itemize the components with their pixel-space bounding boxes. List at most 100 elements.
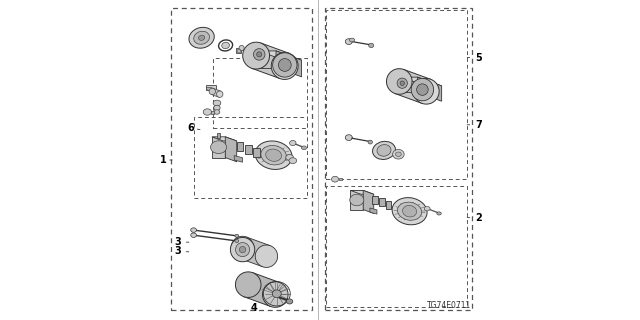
Bar xyxy=(339,178,342,180)
Ellipse shape xyxy=(235,239,239,243)
Ellipse shape xyxy=(262,282,288,307)
Polygon shape xyxy=(276,51,301,77)
Ellipse shape xyxy=(393,149,404,159)
Ellipse shape xyxy=(214,110,220,114)
Ellipse shape xyxy=(368,140,372,144)
Ellipse shape xyxy=(243,42,269,69)
Polygon shape xyxy=(364,190,374,213)
Ellipse shape xyxy=(214,105,220,110)
Ellipse shape xyxy=(235,234,239,237)
Ellipse shape xyxy=(255,141,292,169)
Ellipse shape xyxy=(266,149,282,161)
Polygon shape xyxy=(234,156,243,162)
Ellipse shape xyxy=(387,69,412,94)
Bar xyxy=(372,196,378,204)
Text: 5: 5 xyxy=(467,52,482,63)
Polygon shape xyxy=(402,77,418,92)
Bar xyxy=(237,49,240,52)
Ellipse shape xyxy=(372,141,396,159)
Bar xyxy=(385,201,392,209)
Ellipse shape xyxy=(349,38,355,42)
Bar xyxy=(253,148,260,157)
Ellipse shape xyxy=(222,42,229,49)
Ellipse shape xyxy=(349,194,364,206)
Ellipse shape xyxy=(301,146,307,150)
Ellipse shape xyxy=(271,52,298,79)
Polygon shape xyxy=(206,85,216,90)
Ellipse shape xyxy=(194,31,209,44)
Ellipse shape xyxy=(346,135,352,140)
Text: 2: 2 xyxy=(467,212,482,223)
Ellipse shape xyxy=(239,45,244,51)
Text: 6: 6 xyxy=(188,123,200,133)
Ellipse shape xyxy=(253,49,265,60)
Ellipse shape xyxy=(230,237,255,262)
Ellipse shape xyxy=(191,228,196,232)
Ellipse shape xyxy=(191,233,196,237)
Ellipse shape xyxy=(189,27,214,48)
Ellipse shape xyxy=(236,243,250,257)
Polygon shape xyxy=(211,88,221,97)
Ellipse shape xyxy=(289,140,296,146)
Polygon shape xyxy=(212,137,225,158)
Ellipse shape xyxy=(255,245,278,268)
Ellipse shape xyxy=(412,78,434,101)
Ellipse shape xyxy=(211,141,227,154)
Ellipse shape xyxy=(272,290,282,298)
Ellipse shape xyxy=(198,35,205,40)
Polygon shape xyxy=(239,237,270,267)
Ellipse shape xyxy=(392,198,427,225)
Polygon shape xyxy=(418,77,442,101)
Polygon shape xyxy=(351,190,374,194)
Ellipse shape xyxy=(400,81,404,85)
Ellipse shape xyxy=(257,52,262,57)
Ellipse shape xyxy=(231,236,253,259)
Ellipse shape xyxy=(273,53,297,77)
Ellipse shape xyxy=(216,91,223,97)
Polygon shape xyxy=(351,190,364,210)
Polygon shape xyxy=(225,137,237,162)
Bar xyxy=(217,133,220,138)
Ellipse shape xyxy=(424,206,430,211)
Bar xyxy=(236,48,241,53)
Ellipse shape xyxy=(204,109,211,115)
Ellipse shape xyxy=(239,246,246,253)
Ellipse shape xyxy=(377,145,391,156)
Ellipse shape xyxy=(369,43,374,48)
Text: 7: 7 xyxy=(467,120,482,130)
Polygon shape xyxy=(244,273,280,307)
Text: 1: 1 xyxy=(160,155,172,165)
Ellipse shape xyxy=(287,299,293,304)
Ellipse shape xyxy=(403,205,417,217)
Polygon shape xyxy=(395,69,431,103)
Polygon shape xyxy=(402,77,442,86)
Polygon shape xyxy=(259,51,276,68)
Ellipse shape xyxy=(436,212,442,215)
Polygon shape xyxy=(206,88,212,92)
Polygon shape xyxy=(370,208,377,214)
Text: 4: 4 xyxy=(251,303,258,313)
Bar xyxy=(237,142,243,151)
Ellipse shape xyxy=(417,84,428,95)
Text: 3: 3 xyxy=(174,236,189,247)
Text: 3: 3 xyxy=(174,246,189,256)
Polygon shape xyxy=(252,43,289,79)
Ellipse shape xyxy=(236,272,261,298)
Bar xyxy=(379,198,385,206)
Ellipse shape xyxy=(397,78,408,88)
Ellipse shape xyxy=(209,88,216,95)
Ellipse shape xyxy=(261,146,286,165)
Ellipse shape xyxy=(397,202,422,220)
Ellipse shape xyxy=(213,100,221,106)
Ellipse shape xyxy=(286,155,293,160)
Ellipse shape xyxy=(346,39,352,44)
Ellipse shape xyxy=(332,176,339,182)
Ellipse shape xyxy=(278,59,291,71)
Polygon shape xyxy=(259,51,301,60)
Ellipse shape xyxy=(289,158,296,164)
Polygon shape xyxy=(212,137,237,141)
Ellipse shape xyxy=(396,152,401,156)
Ellipse shape xyxy=(413,78,439,104)
Bar xyxy=(211,111,214,114)
Bar xyxy=(245,145,252,154)
